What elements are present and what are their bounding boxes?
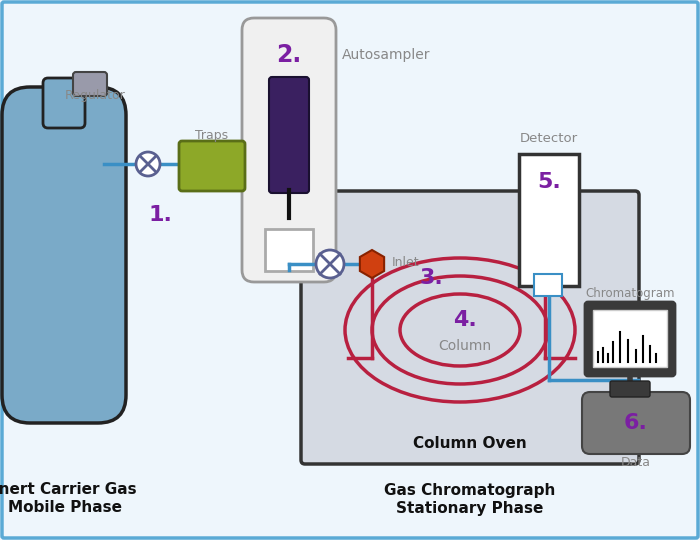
Text: Column Oven: Column Oven — [413, 436, 527, 451]
FancyBboxPatch shape — [269, 77, 309, 193]
Text: Gas Chromatograph: Gas Chromatograph — [384, 483, 556, 497]
Text: Stationary Phase: Stationary Phase — [396, 501, 544, 516]
FancyBboxPatch shape — [610, 381, 650, 397]
FancyBboxPatch shape — [593, 310, 667, 367]
Text: Mobile Phase: Mobile Phase — [8, 501, 122, 516]
FancyBboxPatch shape — [242, 18, 336, 282]
Text: 3.: 3. — [420, 268, 444, 288]
FancyBboxPatch shape — [179, 141, 245, 191]
FancyBboxPatch shape — [585, 302, 675, 376]
Text: Traps: Traps — [195, 130, 229, 143]
Text: Autosampler: Autosampler — [342, 48, 430, 62]
Text: 1.: 1. — [148, 205, 172, 225]
FancyBboxPatch shape — [2, 87, 126, 423]
Polygon shape — [360, 250, 384, 278]
FancyBboxPatch shape — [534, 274, 562, 296]
Text: 6.: 6. — [624, 413, 648, 433]
Text: Data: Data — [621, 456, 651, 469]
FancyBboxPatch shape — [73, 72, 107, 96]
Text: 2.: 2. — [276, 43, 302, 67]
Text: 5.: 5. — [537, 172, 561, 192]
FancyBboxPatch shape — [582, 392, 690, 454]
Text: Inlet: Inlet — [392, 255, 419, 268]
Text: Detector: Detector — [520, 132, 578, 145]
FancyBboxPatch shape — [519, 154, 579, 286]
Circle shape — [136, 152, 160, 176]
Text: Regulator: Regulator — [65, 89, 126, 102]
Text: 4.: 4. — [453, 310, 477, 330]
FancyBboxPatch shape — [43, 78, 85, 128]
Circle shape — [316, 250, 344, 278]
FancyBboxPatch shape — [265, 229, 313, 271]
Text: Chromatogram: Chromatogram — [585, 287, 675, 300]
FancyBboxPatch shape — [301, 191, 639, 464]
Text: Column: Column — [438, 339, 491, 353]
Text: Inert Carrier Gas: Inert Carrier Gas — [0, 483, 136, 497]
